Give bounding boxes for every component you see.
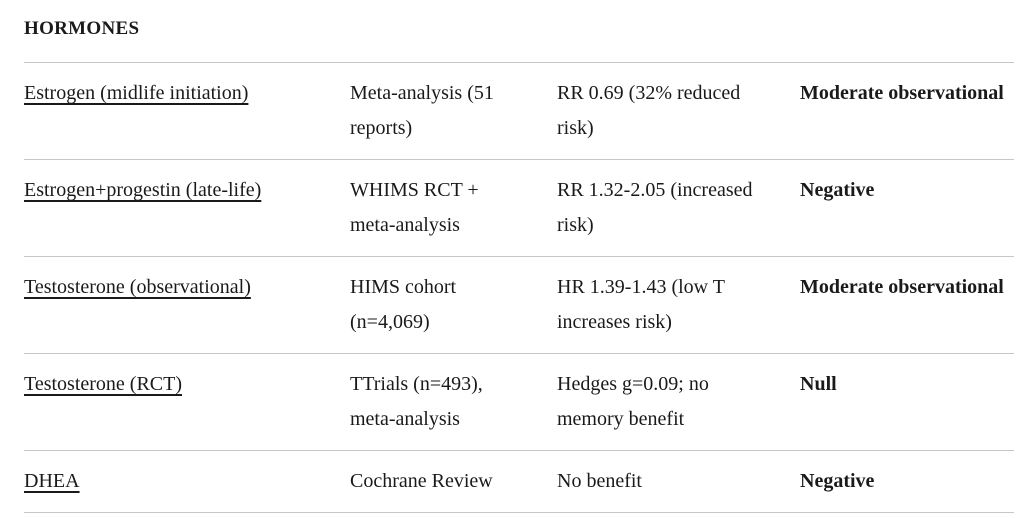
study-cell: TTrials (n=493), meta-analysis xyxy=(350,353,557,451)
hormone-name-cell: Testosterone (observational) xyxy=(24,256,350,354)
study-cell: Cochrane Review xyxy=(350,450,557,513)
hormones-evidence-table: HORMONES Estrogen (midlife initiation) M… xyxy=(24,6,1015,513)
evidence-strength-cell: Null xyxy=(800,353,1015,451)
result-cell: RR 1.32-2.05 (increased risk) xyxy=(557,159,800,257)
evidence-strength-cell: Negative xyxy=(800,450,1015,513)
evidence-strength-cell: Moderate observational xyxy=(800,62,1015,160)
evidence-strength-cell: Moderate observational xyxy=(800,256,1015,354)
result-cell: No benefit xyxy=(557,450,800,513)
result-cell: Hedges g=0.09; no memory benefit xyxy=(557,353,800,451)
study-cell: HIMS cohort (n=4,069) xyxy=(350,256,557,354)
hormone-name-cell: Testosterone (RCT) xyxy=(24,353,350,451)
result-cell: RR 0.69 (32% reduced risk) xyxy=(557,62,800,160)
table-row: Estrogen+progestin (late-life) WHIMS RCT… xyxy=(24,159,1015,257)
evidence-strength-cell: Negative xyxy=(800,159,1015,257)
hormone-link[interactable]: Testosterone (RCT) xyxy=(24,373,183,395)
result-cell: HR 1.39-1.43 (low T increases risk) xyxy=(557,256,800,354)
study-cell: WHIMS RCT + meta-analysis xyxy=(350,159,557,257)
table-row: Estrogen (midlife initiation) Meta-analy… xyxy=(24,62,1015,160)
hormone-link[interactable]: Testosterone (observational) xyxy=(24,276,251,298)
hormone-link[interactable]: Estrogen+progestin (late-life) xyxy=(24,179,262,201)
section-title: HORMONES xyxy=(24,6,1015,63)
hormone-name-cell: DHEA xyxy=(24,450,350,513)
hormone-link[interactable]: Estrogen (midlife initiation) xyxy=(24,82,249,104)
hormone-name-cell: Estrogen (midlife initiation) xyxy=(24,62,350,160)
hormone-name-cell: Estrogen+progestin (late-life) xyxy=(24,159,350,257)
table-row: Testosterone (observational) HIMS cohort… xyxy=(24,256,1015,354)
table-row: Testosterone (RCT) TTrials (n=493), meta… xyxy=(24,353,1015,451)
table-body: Estrogen (midlife initiation) Meta-analy… xyxy=(24,62,1015,513)
study-cell: Meta-analysis (51 reports) xyxy=(350,62,557,160)
table-row: DHEA Cochrane Review No benefit Negative xyxy=(24,450,1015,513)
section-header-row: HORMONES xyxy=(24,6,1015,63)
hormone-link[interactable]: DHEA xyxy=(24,470,80,492)
